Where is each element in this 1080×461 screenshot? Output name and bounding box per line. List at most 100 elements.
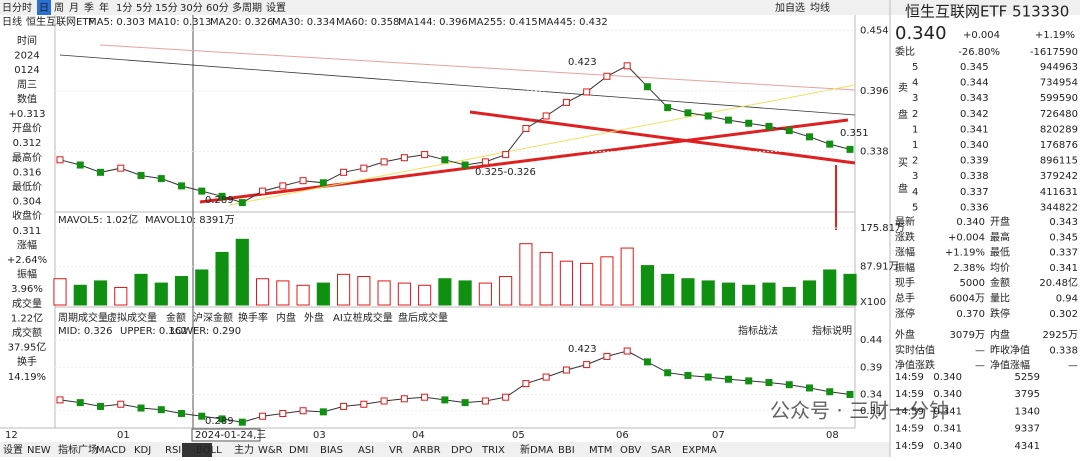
volume-bar (519, 243, 533, 306)
info-item: +2.64% (7, 255, 47, 266)
stat-label: 外盘 (895, 328, 915, 341)
candle (785, 381, 793, 389)
toolbar-tab[interactable]: 60分 (206, 2, 229, 14)
toolbar-tab[interactable]: 年 (99, 1, 109, 14)
indicator-tab[interactable]: 主力 (234, 443, 254, 456)
volume-tab[interactable]: 沪深金额 (193, 311, 233, 324)
indicator-tab[interactable]: DMI (289, 445, 308, 456)
indicator-tab[interactable]: DPO (451, 445, 473, 456)
candle (704, 373, 712, 381)
volume-tab[interactable]: 外盘 (304, 311, 324, 324)
indicator-tab[interactable]: NEW (27, 445, 51, 456)
y-tick-label: 0.338 (860, 146, 889, 157)
candle (279, 182, 287, 190)
stat-label: 跌停 (990, 307, 1010, 320)
indicator-tab[interactable]: W&R (258, 445, 283, 456)
volume-tab[interactable]: 换手率 (238, 311, 268, 324)
toolbar-tab[interactable]: 设置 (266, 2, 286, 14)
candle (97, 402, 105, 410)
candle (603, 72, 611, 80)
volume-bar (559, 260, 573, 306)
ma-line (59, 54, 856, 116)
trade-volume: 9337 (1015, 424, 1040, 435)
info-item: 0.316 (13, 167, 42, 178)
candle (157, 406, 165, 414)
toolbar-tab[interactable]: 5分 (136, 2, 152, 14)
book-volume: 944963 (1040, 62, 1078, 73)
indicator-tab[interactable]: VR (389, 445, 403, 456)
candle (542, 112, 550, 120)
indicator-button[interactable]: 指标战法 (738, 324, 778, 337)
volume-tab[interactable]: 虚拟成交量 (107, 311, 157, 324)
stat-value: 0.338 (1049, 345, 1078, 356)
indicator-tab[interactable]: ARBR (413, 445, 441, 456)
candle (76, 399, 84, 407)
indicator-tab[interactable]: 指标广场 (58, 443, 98, 456)
toolbar-tab[interactable]: 月 (69, 2, 79, 14)
indicator-tab[interactable]: SAR (651, 445, 671, 456)
volume-tab[interactable]: 金额 (166, 311, 186, 324)
volume-tab[interactable]: 盘后成交量 (398, 311, 448, 324)
unit-label: X100 (860, 297, 886, 308)
toolbar-tab[interactable]: 周 (54, 2, 64, 14)
volume-tab[interactable]: 周期成交量 (58, 311, 108, 324)
candle (137, 404, 145, 412)
y-tick-label: 0.39 (860, 362, 882, 373)
active-tab (37, 0, 51, 15)
toolbar-button[interactable]: 均线 (810, 1, 830, 14)
indicator-tab[interactable]: MTM (589, 445, 612, 456)
stat-value: 0.370 (956, 309, 985, 320)
y-tick-label: 87.91万 (860, 261, 899, 272)
indicator-tab[interactable]: EXPMA (682, 445, 717, 456)
indicator-tab[interactable]: 设置 (3, 444, 23, 456)
toolbar-tab[interactable]: 日 (2, 3, 12, 14)
candle (522, 124, 530, 132)
indicator-tab[interactable]: BIAS (320, 445, 343, 456)
indicator-tab[interactable]: 新DMA (520, 443, 553, 456)
indicator-tab[interactable]: KDJ (134, 445, 151, 456)
candle (218, 192, 226, 200)
stat-label: 涨幅 (895, 246, 915, 259)
candle (745, 119, 753, 127)
volume-tab[interactable]: AI立桩成交量 (333, 311, 393, 324)
stat-value: +0.004 (948, 232, 985, 243)
indicator-tab[interactable]: OBV (620, 445, 641, 456)
indicator-tab[interactable]: RSI (165, 445, 181, 456)
stat-value: 0.340 (956, 217, 985, 228)
candle (664, 104, 672, 112)
trade-volume: 3795 (1015, 389, 1040, 400)
volume-bar (681, 278, 695, 306)
toolbar-tab[interactable]: 多周期 (232, 1, 262, 14)
stat-value: — (975, 361, 985, 372)
toolbar-tab[interactable]: 30分 (180, 2, 203, 14)
toolbar-tab[interactable]: 分时 (12, 2, 32, 14)
info-item: 成交额 (12, 326, 42, 339)
candle (765, 379, 773, 387)
indicator-tab[interactable]: BBI (558, 445, 575, 456)
y-tick-label: 0.454 (860, 25, 889, 36)
indicator-button[interactable]: 指标说明 (812, 324, 852, 337)
candle (583, 88, 591, 96)
volume-bar (93, 280, 108, 306)
book-volume: 176876 (1040, 140, 1078, 151)
info-item: 37.95亿 (8, 341, 47, 354)
indicator-tab[interactable]: ASI (358, 445, 374, 456)
toolbar-button[interactable]: 加自选 (775, 1, 805, 14)
candle (562, 98, 570, 106)
toolbar-tab[interactable]: 日 (39, 3, 49, 14)
candle (684, 109, 692, 117)
book-volume: 411631 (1040, 187, 1078, 198)
indicator-tab[interactable]: BOLL (196, 445, 222, 456)
toolbar-tab[interactable]: 1分 (116, 2, 132, 14)
price-line (59, 65, 851, 204)
candle (380, 397, 388, 405)
indicator-tab[interactable]: TRIX (481, 445, 505, 456)
x-tick-label: 03 (313, 430, 326, 441)
price-annotation: 0.351 (840, 128, 869, 139)
toolbar-tab[interactable]: 15分 (155, 2, 178, 14)
toolbar-tab[interactable]: 季 (84, 2, 94, 14)
volume-tab[interactable]: 内盘 (276, 311, 296, 324)
candle (400, 154, 408, 162)
indicator-tab[interactable]: MACD (96, 445, 126, 456)
candle (259, 412, 267, 420)
